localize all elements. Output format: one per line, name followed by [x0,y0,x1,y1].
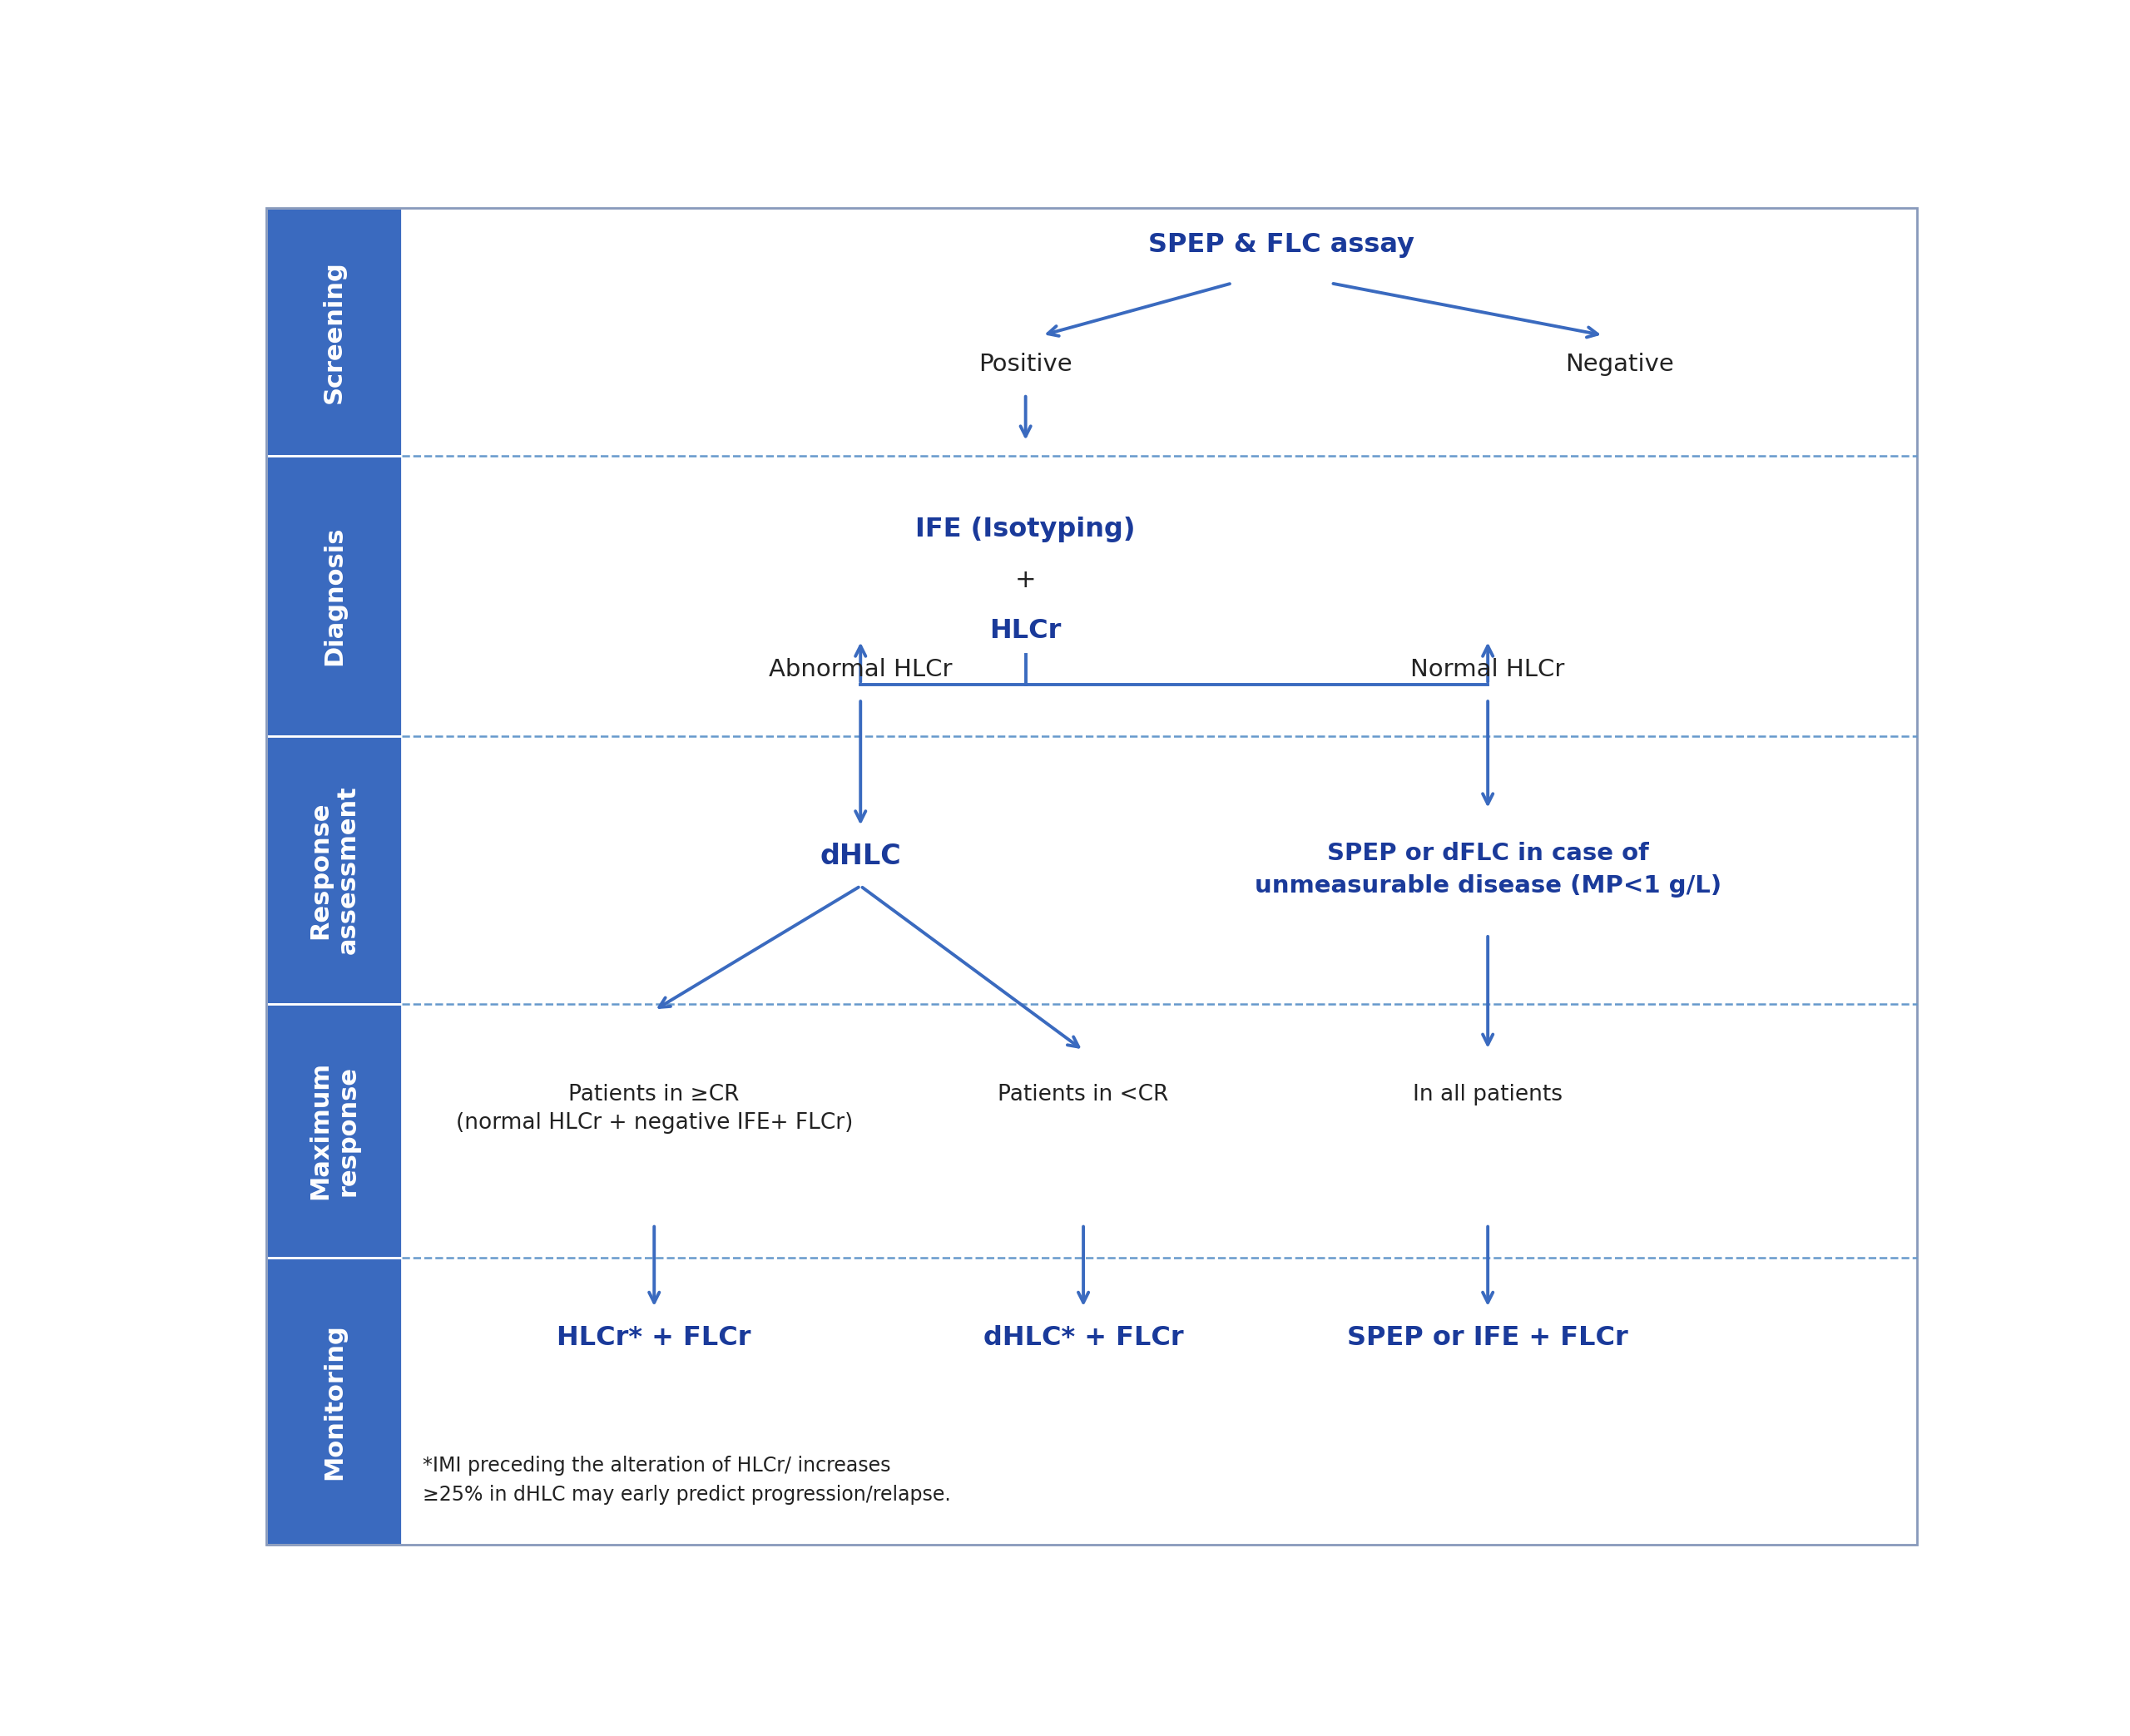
Text: HLCr* + FLCr: HLCr* + FLCr [558,1325,752,1351]
Text: Negative: Negative [1566,352,1674,377]
Text: SPEP or IFE + FLCr: SPEP or IFE + FLCr [1348,1325,1627,1351]
Text: SPEP or dFLC in case of
unmeasurable disease (MP<1 g/L): SPEP or dFLC in case of unmeasurable dis… [1255,842,1721,898]
Bar [266,1257,403,1545]
Text: Patients in ≥CR
(normal HLCr + negative IFE+ FLCr): Patients in ≥CR (normal HLCr + negative … [456,1083,852,1134]
Bar [266,208,403,455]
Text: Abnormal HLCr: Abnormal HLCr [769,658,952,681]
Bar [266,455,403,736]
Text: HLCr: HLCr [990,618,1061,644]
Text: dHLC: dHLC [820,844,901,870]
Text: IFE (Isotyping): IFE (Isotyping) [916,516,1135,542]
Text: Response
assessment: Response assessment [309,786,360,955]
Text: +: + [1014,568,1037,592]
Text: Diagnosis: Diagnosis [322,526,345,665]
Text: Positive: Positive [980,352,1071,377]
Text: Monitoring: Monitoring [322,1323,345,1479]
Text: dHLC* + FLCr: dHLC* + FLCr [984,1325,1184,1351]
Text: Patients in <CR: Patients in <CR [999,1083,1169,1106]
Text: Screening: Screening [322,260,345,403]
Bar [266,1003,403,1257]
Text: In all patients: In all patients [1412,1083,1563,1106]
Bar [266,736,403,1003]
Text: Normal HLCr: Normal HLCr [1410,658,1566,681]
Text: SPEP & FLC assay: SPEP & FLC assay [1148,233,1414,259]
Text: Maximum
response: Maximum response [309,1062,360,1200]
Text: *IMI preceding the alteration of HLCr/ increases
≥25% in dHLC may early predict : *IMI preceding the alteration of HLCr/ i… [424,1455,952,1505]
